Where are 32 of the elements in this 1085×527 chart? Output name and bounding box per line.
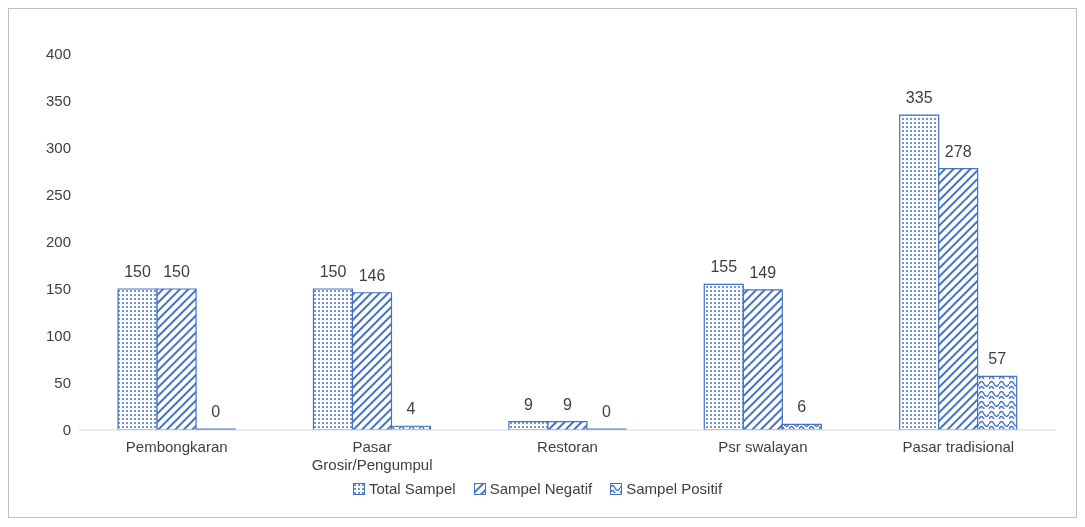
y-tick-label: 300 <box>45 139 71 157</box>
y-tick-label: 200 <box>45 233 71 251</box>
legend-label: Total Sampel <box>368 480 456 497</box>
legend-label: Sampel Positif <box>626 480 723 497</box>
data-label: 57 <box>988 350 1007 368</box>
y-tick-label: 50 <box>54 374 71 392</box>
data-label: 149 <box>749 263 777 281</box>
y-tick-label: 0 <box>62 421 71 439</box>
data-label: 0 <box>601 403 611 420</box>
y-tick-label: 100 <box>45 327 71 345</box>
data-label: 150 <box>319 263 347 280</box>
data-label: 9 <box>523 395 533 413</box>
x-tick-label: Psr swalayan <box>718 438 808 455</box>
y-tick-label: 250 <box>45 186 71 204</box>
x-tick-label: Pembongkaran <box>125 438 228 455</box>
data-label: 335 <box>905 89 933 107</box>
x-tick-label: Pasar tradisional <box>902 438 1015 455</box>
data-label: 6 <box>797 398 807 416</box>
y-tick-label: 350 <box>45 92 71 110</box>
data-label: 0 <box>211 403 221 420</box>
data-label: 150 <box>163 263 191 280</box>
x-tick-label: Restoran <box>537 438 598 455</box>
data-label: 146 <box>358 266 386 284</box>
data-label: 155 <box>710 258 738 276</box>
y-tick-label: 400 <box>45 45 71 63</box>
x-tick-label: Pasar Grosir/Pengumpul <box>311 438 433 473</box>
data-label: 150 <box>124 263 152 280</box>
legend-label: Sampel Negatif <box>489 480 593 497</box>
data-label: 9 <box>562 395 572 413</box>
data-label: 4 <box>406 400 416 418</box>
data-label: 278 <box>944 142 972 160</box>
y-tick-label: 150 <box>45 280 71 298</box>
